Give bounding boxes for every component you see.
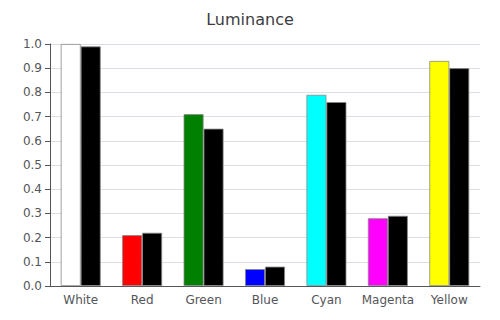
- svg-text:0.8: 0.8: [23, 85, 42, 99]
- svg-text:Luminance: Luminance: [206, 10, 294, 29]
- svg-text:Yellow: Yellow: [430, 293, 468, 307]
- svg-text:0.3: 0.3: [23, 206, 42, 220]
- svg-text:0.9: 0.9: [23, 61, 42, 75]
- svg-text:0.1: 0.1: [23, 255, 42, 269]
- svg-text:Blue: Blue: [252, 293, 279, 307]
- svg-text:1.0: 1.0: [23, 37, 42, 51]
- svg-text:Green: Green: [185, 293, 221, 307]
- svg-text:White: White: [63, 293, 98, 307]
- svg-text:0.5: 0.5: [23, 158, 42, 172]
- svg-text:Magenta: Magenta: [362, 293, 414, 307]
- svg-text:0.7: 0.7: [23, 110, 42, 124]
- svg-text:0.6: 0.6: [23, 134, 42, 148]
- svg-text:Red: Red: [131, 293, 154, 307]
- svg-text:Cyan: Cyan: [311, 293, 341, 307]
- svg-text:0.2: 0.2: [23, 231, 42, 245]
- svg-text:0.4: 0.4: [23, 182, 42, 196]
- svg-text:0.0: 0.0: [23, 279, 42, 293]
